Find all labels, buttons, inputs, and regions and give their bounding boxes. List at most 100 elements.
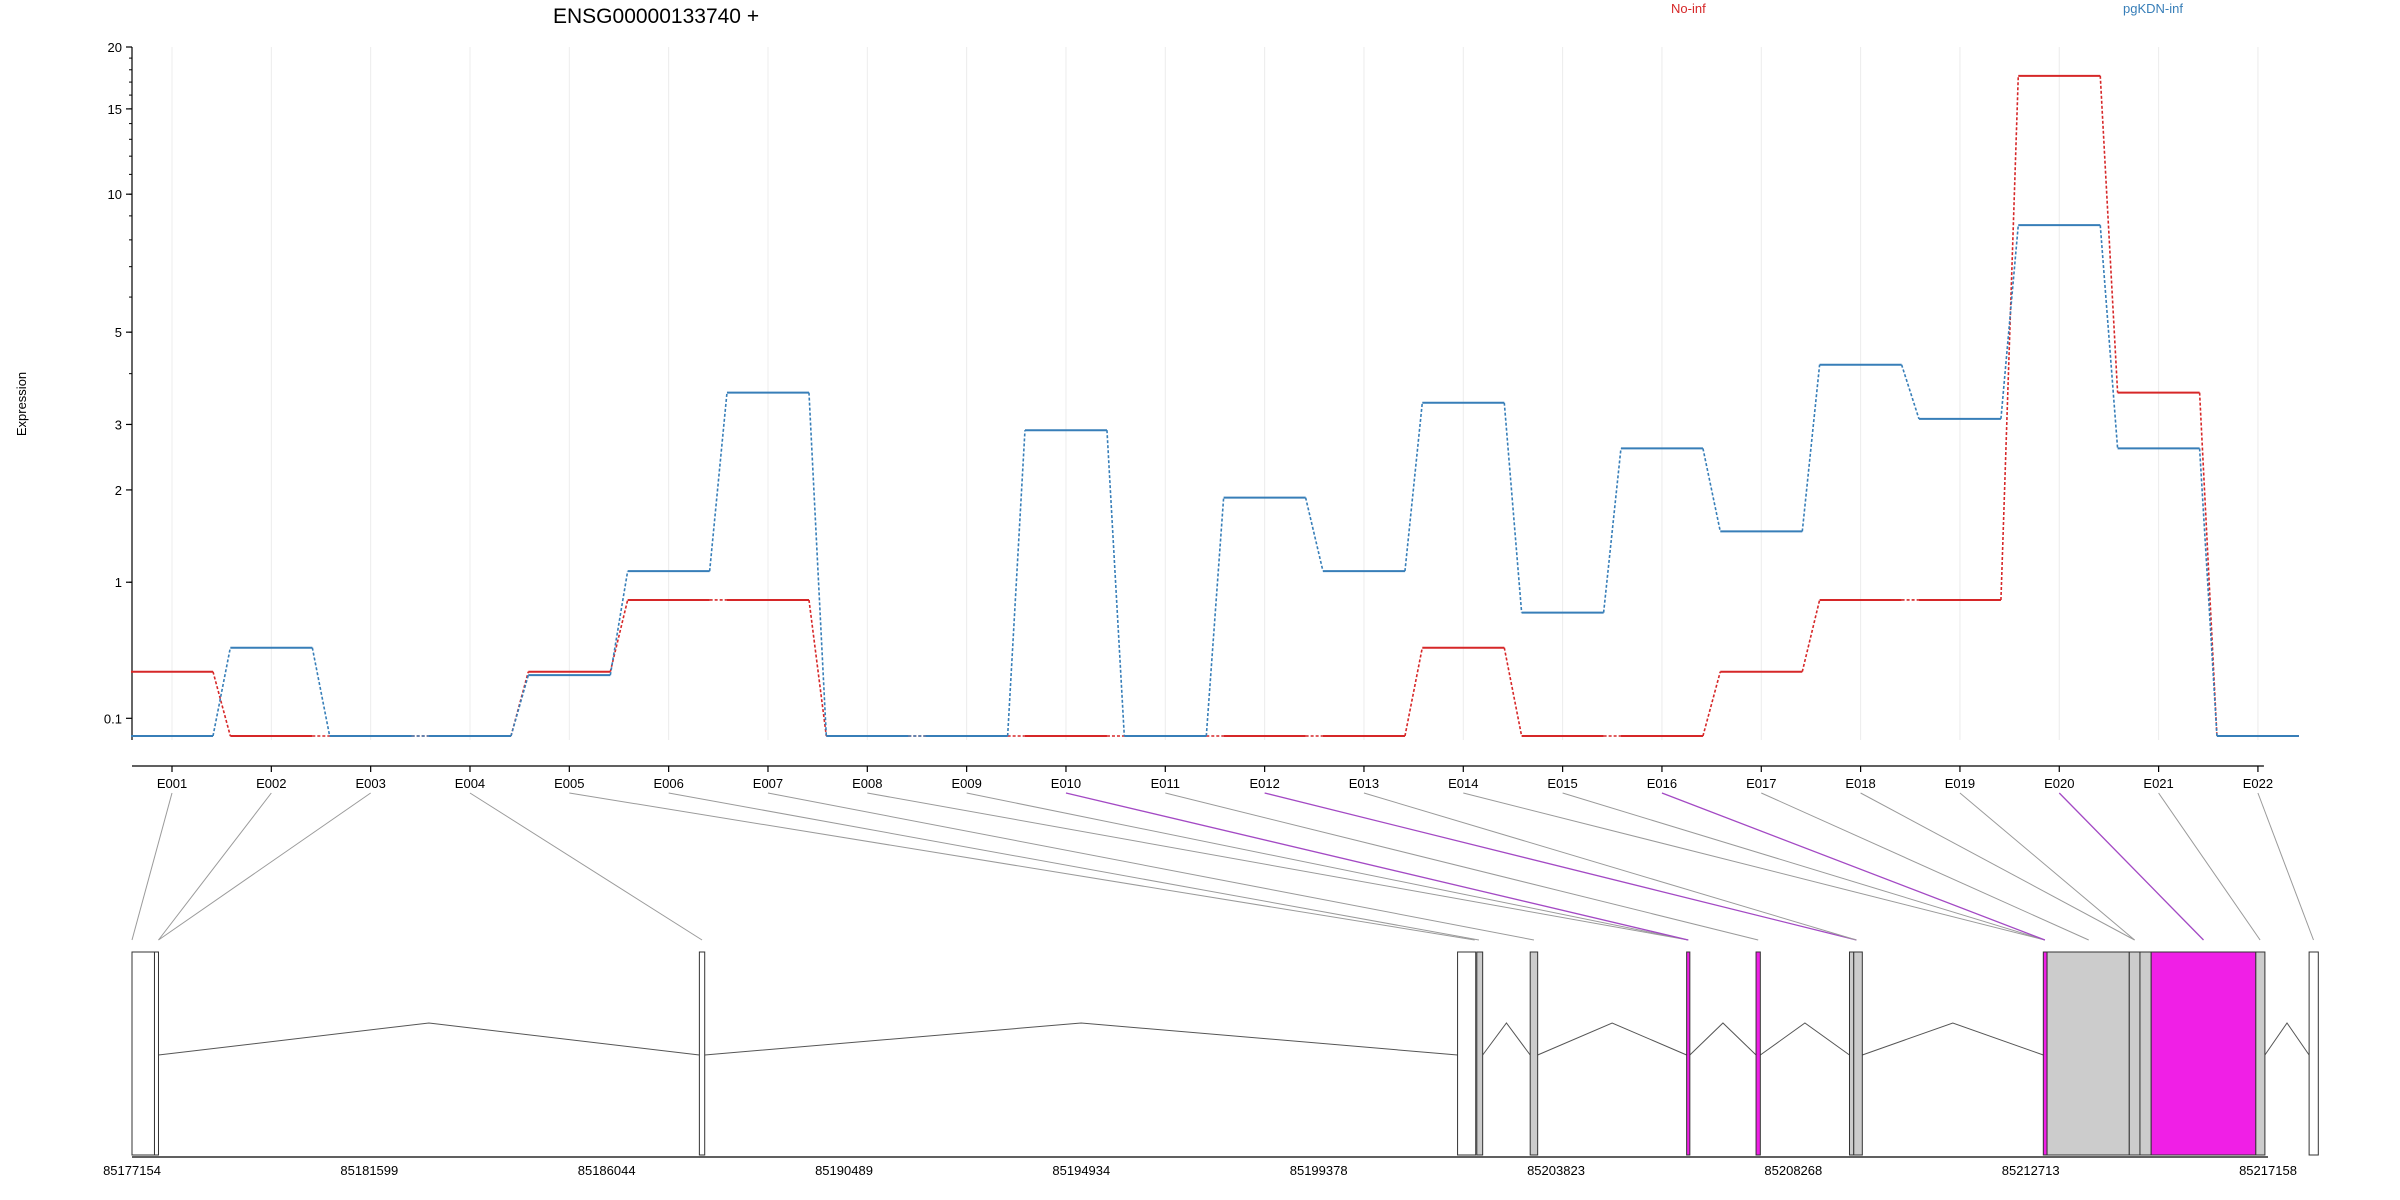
- transition-segment: [1801, 599, 1821, 672]
- transition-segment: [2099, 75, 2119, 393]
- transition-segment: [808, 392, 828, 737]
- genomic-tick-label: 85181599: [340, 1163, 398, 1178]
- exon-box: [2046, 951, 2130, 1156]
- connector-e005: [569, 792, 1475, 941]
- genomic-tick-label: 85186044: [578, 1163, 636, 1178]
- connector-e004: [469, 792, 703, 941]
- x-tick-label-e006: E006: [653, 776, 683, 791]
- transition-segment: [1702, 671, 1722, 737]
- intron: [1760, 1022, 1850, 1056]
- exon-box: [2139, 951, 2152, 1156]
- exon-box: [1755, 951, 1761, 1156]
- x-axis: E001 E002 E003 E004 E005 E006 E007 E008 E009 E010…: [132, 765, 2273, 791]
- genomic-tick-label: 85212713: [2002, 1163, 2060, 1178]
- exon-box: [1686, 951, 1691, 1156]
- series-lines: [131, 74, 2299, 737]
- exon-box: [1476, 951, 1484, 1156]
- connector-e016: [1661, 792, 2046, 941]
- x-tick-label-e020: E020: [2044, 776, 2074, 791]
- connector-e019: [1959, 792, 2135, 941]
- intron: [1482, 1022, 1531, 1056]
- x-tick-label-e019: E019: [1945, 776, 1975, 791]
- transition-segment: [708, 392, 728, 572]
- x-tick-label-e016: E016: [1647, 776, 1677, 791]
- exon-box: [2308, 951, 2319, 1156]
- exon-box: [1529, 951, 1539, 1156]
- connector-e022: [2257, 792, 2314, 941]
- genomic-tick-label: 85199378: [1290, 1163, 1348, 1178]
- x-tick-label-e008: E008: [852, 776, 882, 791]
- y-axis-label: Expression: [14, 372, 29, 436]
- intron: [2264, 1022, 2310, 1056]
- connector-e014: [1463, 792, 2046, 941]
- y-tick-label: 5: [115, 325, 122, 340]
- connector-e012: [1264, 792, 1857, 941]
- transition-segment: [2000, 225, 2020, 419]
- connector-e020: [2058, 792, 2204, 941]
- gridlines: [171, 47, 2259, 740]
- transition-segment: [1801, 364, 1821, 532]
- x-tick-label-e015: E015: [1547, 776, 1577, 791]
- x-tick-label-e009: E009: [951, 776, 981, 791]
- genomic-tick-label: 85190489: [815, 1163, 873, 1178]
- legend-item-pgkdn-inf: pgKDN-inf: [2123, 1, 2183, 16]
- x-tick-label-e017: E017: [1746, 776, 1776, 791]
- genomic-tick-label: 85208268: [1764, 1163, 1822, 1178]
- genomic-tick-label: 85194934: [1052, 1163, 1110, 1178]
- genomic-axis: 85177154 85181599 85186044 85190489 85194934…: [103, 1156, 2297, 1178]
- x-tick-label-e007: E007: [753, 776, 783, 791]
- transition-segment: [808, 599, 828, 737]
- y-axis: 0.1 1 2 3 5 10 15 20: [104, 40, 133, 740]
- exon-box: [153, 951, 159, 1156]
- genomic-tick-label: 85217158: [2239, 1163, 2297, 1178]
- x-tick-label-e022: E022: [2243, 776, 2273, 791]
- y-tick-label: 20: [108, 40, 122, 55]
- connector-e008: [867, 792, 1689, 941]
- x-tick-label-e010: E010: [1051, 776, 1081, 791]
- transition-segment: [311, 647, 331, 737]
- transition-segment: [1503, 647, 1523, 737]
- intron: [158, 1022, 700, 1056]
- series-no-inf: [131, 74, 2299, 737]
- exon-box: [698, 951, 706, 1156]
- transition-segment: [2198, 448, 2218, 737]
- transition-segment: [1602, 448, 1622, 613]
- transition-segment: [1900, 364, 1920, 420]
- transition-segment: [1304, 497, 1324, 572]
- intron: [704, 1022, 1458, 1056]
- transition-segment: [2000, 75, 2020, 600]
- y-tick-label: 3: [115, 417, 122, 432]
- intron: [1862, 1022, 2044, 1056]
- connector-e015: [1562, 792, 2046, 941]
- exon-box: [1848, 951, 1855, 1156]
- transition-segment: [609, 599, 629, 672]
- x-tick-label-e005: E005: [554, 776, 584, 791]
- transition-segment: [510, 674, 530, 737]
- genomic-tick-label: 85203823: [1527, 1163, 1585, 1178]
- y-tick-label: 0.1: [104, 711, 122, 726]
- genomic-tick-label: 85177154: [103, 1163, 161, 1178]
- transition-segment: [212, 647, 232, 737]
- series-pgkdn-inf: [131, 224, 2299, 737]
- x-tick-label-e002: E002: [256, 776, 286, 791]
- x-tick-label-e004: E004: [455, 776, 485, 791]
- transition-segment: [1404, 647, 1424, 737]
- x-tick-label-e001: E001: [157, 776, 187, 791]
- connector-e002: [158, 792, 272, 941]
- connector-e021: [2158, 792, 2261, 941]
- transition-segment: [1404, 402, 1424, 572]
- exon-box: [2150, 951, 2257, 1156]
- exon-box: [1457, 951, 1477, 1156]
- y-tick-label: 10: [108, 187, 122, 202]
- exon-box: [2128, 951, 2141, 1156]
- x-tick-label-e014: E014: [1448, 776, 1478, 791]
- x-tick-label-e012: E012: [1249, 776, 1279, 791]
- connector-e001: [131, 792, 173, 941]
- connector-e017: [1761, 792, 2089, 941]
- x-tick-label-e018: E018: [1845, 776, 1875, 791]
- transition-segment: [609, 570, 629, 676]
- connector-e003: [158, 792, 371, 941]
- transition-segment: [1702, 448, 1722, 532]
- connector-e007: [767, 792, 1535, 941]
